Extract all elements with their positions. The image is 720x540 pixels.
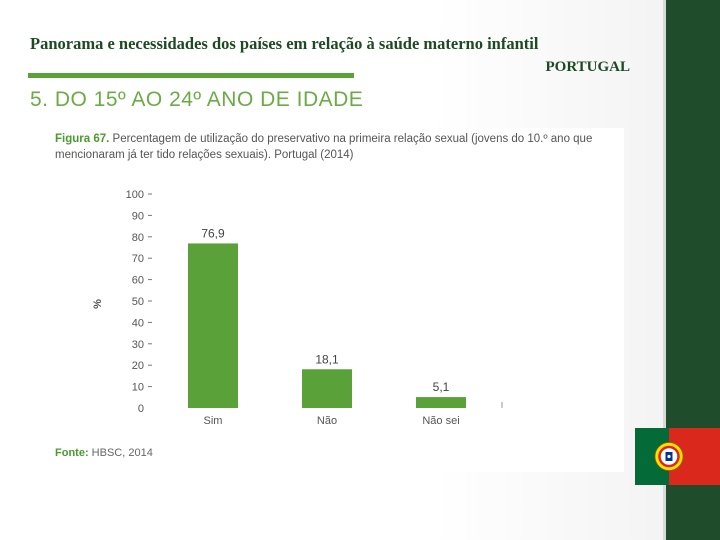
x-tick-label: Não bbox=[317, 415, 337, 427]
data-label: 76,9 bbox=[201, 226, 225, 240]
title-underline-bar bbox=[28, 73, 354, 78]
bar-sim bbox=[188, 243, 238, 408]
y-tick-label: 90 bbox=[132, 210, 144, 222]
figure-caption: Figura 67. Percentagem de utilização do … bbox=[55, 131, 617, 163]
y-tick-label: 100 bbox=[126, 189, 144, 201]
bar-não bbox=[302, 369, 352, 408]
y-tick-label: 0 bbox=[138, 403, 144, 415]
figure-label: Figura 67. bbox=[55, 133, 110, 145]
data-label: 5,1 bbox=[433, 380, 450, 394]
y-tick-label: 40 bbox=[132, 317, 144, 329]
x-tick-label: Sim bbox=[204, 415, 223, 427]
figure-source: Fonte: HBSC, 2014 bbox=[55, 447, 153, 459]
bar-não-sei bbox=[416, 397, 466, 408]
y-tick-label: 80 bbox=[132, 232, 144, 244]
portugal-flag-icon bbox=[635, 428, 720, 485]
y-axis-label: % bbox=[92, 299, 104, 309]
country-label: PORTUGAL bbox=[545, 59, 630, 75]
source-text: HBSC, 2014 bbox=[91, 447, 153, 459]
right-edge-divider bbox=[663, 0, 666, 540]
y-tick-label: 20 bbox=[132, 360, 144, 372]
bar-chart: 0 10 20 30 40 50 60 70 80 90 100% 76,9 Sim 18,1 Não 5,1… bbox=[92, 189, 503, 427]
y-tick-label: 50 bbox=[132, 296, 144, 308]
source-label: Fonte: bbox=[55, 447, 89, 459]
figure-panel: Figura 67. Percentagem de utilização do … bbox=[52, 128, 624, 472]
data-label: 18,1 bbox=[315, 352, 339, 366]
y-tick-label: 10 bbox=[132, 382, 144, 394]
section-heading: 5. DO 15º AO 24º ANO DE IDADE bbox=[30, 88, 364, 111]
x-tick-label: Não sei bbox=[422, 415, 459, 427]
y-tick-label: 30 bbox=[132, 339, 144, 351]
y-tick-label: 70 bbox=[132, 253, 144, 265]
y-tick-label: 60 bbox=[132, 275, 144, 287]
slide-title: Panorama e necessidades dos países em re… bbox=[30, 34, 539, 53]
flag-emblem bbox=[654, 442, 684, 471]
figure-caption-text: Percentagem de utilização do preservativ… bbox=[55, 133, 593, 161]
